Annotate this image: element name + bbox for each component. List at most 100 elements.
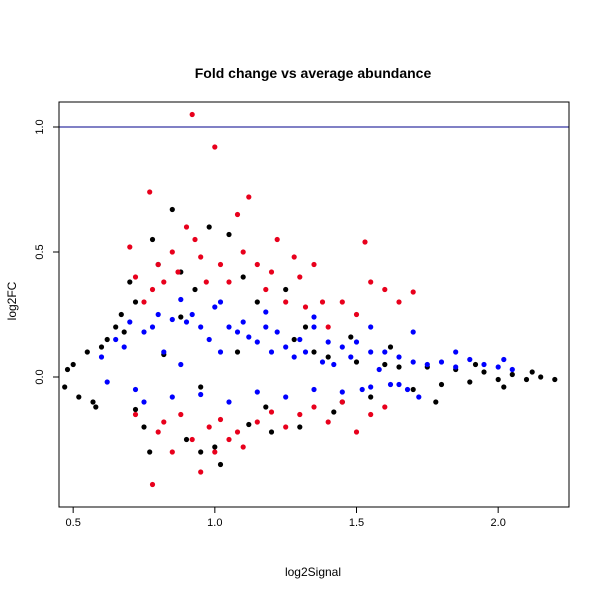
data-point (212, 449, 218, 455)
data-point (62, 384, 68, 390)
data-point (368, 349, 374, 355)
data-point (254, 299, 260, 305)
data-point (178, 296, 184, 303)
data-point (311, 386, 317, 393)
data-point (84, 349, 90, 355)
data-point (325, 324, 331, 330)
data-point (127, 319, 133, 325)
data-point (339, 389, 345, 395)
data-point (410, 329, 416, 335)
data-point (169, 394, 175, 400)
data-point (396, 381, 402, 388)
data-point (226, 231, 232, 238)
data-point (254, 261, 260, 268)
data-point (268, 269, 275, 275)
data-points (62, 111, 558, 488)
data-point (198, 324, 204, 330)
data-point (149, 481, 156, 488)
data-point (325, 354, 331, 360)
data-point (410, 386, 416, 393)
data-point (217, 261, 224, 268)
data-point (274, 329, 280, 335)
data-point (368, 394, 374, 400)
data-point (132, 274, 139, 280)
data-point (192, 286, 198, 293)
data-point (283, 299, 289, 305)
data-point (141, 399, 147, 405)
data-point (376, 366, 382, 373)
data-point (254, 339, 260, 345)
data-point (183, 319, 190, 325)
data-point (98, 344, 105, 350)
data-point (198, 391, 204, 398)
data-point (331, 361, 337, 368)
data-point (189, 311, 195, 318)
data-point (226, 436, 232, 443)
data-point (263, 286, 269, 293)
data-point (113, 324, 119, 330)
data-point (311, 314, 317, 320)
data-point (396, 299, 402, 305)
data-point (183, 224, 190, 230)
data-point (121, 344, 127, 350)
data-point (132, 411, 139, 418)
data-point (325, 419, 331, 425)
data-point (438, 381, 445, 388)
data-point (438, 359, 445, 365)
data-point (368, 384, 374, 390)
data-point (226, 324, 232, 330)
data-point (362, 239, 368, 245)
data-point (319, 299, 326, 305)
data-point (147, 449, 153, 455)
data-point (283, 394, 289, 400)
data-point (538, 374, 544, 380)
data-point (189, 111, 195, 118)
data-point (104, 336, 110, 343)
data-point (339, 344, 345, 350)
data-point (254, 419, 260, 425)
data-point (283, 344, 289, 350)
data-point (291, 336, 297, 343)
data-point (189, 436, 195, 443)
data-point (453, 364, 459, 370)
data-point (311, 404, 317, 410)
data-point (501, 356, 507, 363)
data-point (169, 449, 175, 455)
data-point (234, 211, 241, 218)
data-point (240, 319, 246, 325)
data-point (552, 376, 558, 383)
data-point (90, 399, 96, 405)
data-point (246, 194, 252, 200)
data-point (147, 189, 153, 195)
data-point (481, 361, 487, 368)
data-point (169, 316, 175, 323)
data-point (246, 421, 252, 428)
data-point (240, 274, 246, 280)
data-point (311, 324, 317, 330)
data-point (206, 424, 212, 430)
data-point (149, 286, 156, 293)
data-point (98, 354, 105, 360)
data-point (302, 304, 309, 310)
data-point (302, 349, 309, 355)
data-point (155, 429, 161, 435)
data-point (368, 411, 374, 418)
data-point (198, 254, 204, 260)
data-point (311, 349, 317, 355)
data-point (198, 469, 204, 475)
data-point (382, 361, 388, 368)
x-tick-label: 1.0 (207, 517, 222, 529)
data-point (353, 429, 360, 435)
data-point (155, 311, 161, 318)
data-point (325, 339, 331, 345)
data-point (169, 249, 175, 255)
data-point (410, 359, 416, 365)
x-axis-label: log2Signal (285, 565, 341, 579)
data-point (319, 359, 326, 365)
data-point (212, 144, 218, 150)
data-point (297, 411, 303, 418)
data-point (217, 349, 224, 355)
data-point (359, 386, 365, 393)
data-point (472, 361, 479, 368)
data-point (509, 371, 515, 378)
